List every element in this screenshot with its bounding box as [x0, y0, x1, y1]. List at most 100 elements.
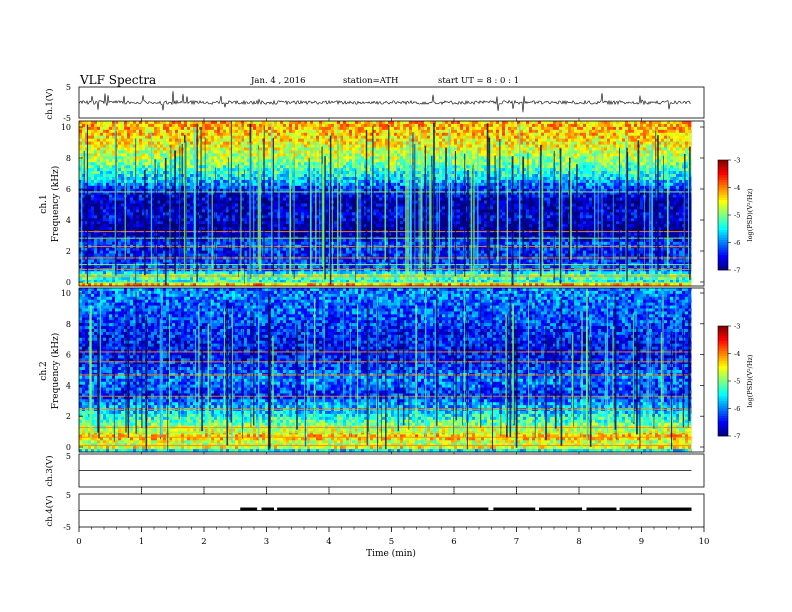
spectrogram-cell: [181, 138, 185, 142]
spectrogram-cell: [190, 191, 194, 195]
spectrogram-cell: [202, 138, 206, 142]
spectrogram-cell: [223, 212, 227, 216]
spectrogram-cell: [148, 265, 152, 269]
spectrogram-cell: [205, 126, 209, 131]
spectrogram-cell: [325, 280, 329, 284]
spectrogram-cell: [313, 141, 317, 145]
spectrogram-cell: [100, 212, 104, 216]
spectrogram-cell: [85, 132, 89, 137]
spectrogram-cell: [88, 191, 92, 195]
spectrogram-cell: [343, 147, 347, 151]
spectrogram-cell: [259, 123, 263, 128]
spectrogram-cell: [154, 224, 158, 228]
spectrogram-cell: [118, 215, 122, 219]
figure-title: VLF Spectra: [79, 73, 156, 87]
spectrogram-cell: [319, 241, 323, 246]
spectrogram-cell: [166, 185, 170, 190]
spectrogram-cell: [337, 206, 341, 210]
spectrogram-cell: [172, 165, 176, 169]
spectrogram-cell: [133, 203, 137, 207]
spectrogram-cell: [91, 200, 95, 204]
spectrogram-cell: [286, 132, 290, 137]
spectrogram-cell: [247, 197, 251, 201]
spectrogram-cell: [274, 188, 278, 193]
spectrogram-cell: [172, 176, 176, 181]
spectrogram-cell: [319, 283, 323, 287]
spectrogram-cell: [229, 247, 233, 251]
spectrogram-cell: [139, 224, 143, 228]
spectrogram-cell: [148, 227, 152, 231]
spectrogram-cell: [202, 182, 206, 187]
spectrogram-cell: [94, 126, 98, 131]
spectrogram-cell: [304, 259, 308, 263]
spectrogram-cell: [274, 247, 278, 251]
spectrogram-cell: [208, 188, 212, 193]
spectrogram-cell: [133, 247, 137, 251]
spectrogram-cell: [160, 126, 164, 131]
spectrogram-cell: [94, 159, 98, 163]
spectrogram-cell: [244, 212, 248, 216]
spectrogram-cell: [295, 221, 299, 225]
spectrogram-cell: [175, 283, 179, 287]
spectrogram-cell: [208, 123, 212, 128]
spectrogram-cell: [313, 176, 317, 181]
spectrogram-cell: [94, 153, 98, 157]
spectrogram-cell: [280, 215, 284, 219]
spectrogram-cell: [145, 123, 149, 128]
spectrogram-cell: [250, 206, 254, 210]
spectrogram-cell: [301, 259, 305, 263]
spectrogram-cell: [163, 129, 167, 134]
spectrogram-cell: [202, 227, 206, 231]
spectrogram-cell: [148, 176, 152, 181]
spectrogram-cell: [241, 165, 245, 169]
spectrogram-cell: [277, 129, 281, 134]
spectrogram-cell: [148, 238, 152, 243]
spectrogram-cell: [265, 218, 269, 222]
spectrogram-cell: [94, 179, 98, 184]
spectrogram-cell: [301, 138, 305, 142]
spectrogram-cell: [130, 153, 134, 157]
spectrogram-cell: [157, 132, 161, 137]
spectrogram-cell: [127, 132, 131, 137]
spectrogram-cell: [127, 182, 131, 187]
spectrogram-cell: [334, 182, 338, 187]
spectrogram-cell: [202, 171, 206, 175]
spectrogram-cell: [166, 277, 170, 281]
spectrogram-cell: [145, 150, 149, 154]
spectrogram-cell: [133, 132, 137, 137]
spectrogram-cell: [322, 283, 326, 287]
spectrogram-cell: [169, 123, 173, 128]
spectrogram-cell: [187, 153, 191, 157]
spectrogram-cell: [175, 197, 179, 201]
spectrogram-cell: [88, 212, 92, 216]
spectrogram-cell: [139, 159, 143, 163]
spectrogram-cell: [226, 200, 230, 204]
spectrogram-cell: [220, 162, 224, 166]
spectrogram-cell: [187, 132, 191, 137]
spectrogram-cell: [220, 126, 224, 131]
spectrogram-cell: [313, 153, 317, 157]
spectrogram-cell: [205, 179, 209, 184]
spectrogram-cell: [145, 232, 149, 237]
spectrogram-cell: [253, 212, 257, 216]
spectrogram-cell: [304, 176, 308, 181]
spectrogram-cell: [244, 265, 248, 269]
spectrogram-cell: [220, 129, 224, 134]
spectrogram-cell: [292, 159, 296, 163]
spectrogram-cell: [256, 280, 260, 284]
spectrogram-cell: [100, 162, 104, 166]
spectrogram-cell: [157, 253, 161, 257]
spectrogram-cell: [190, 144, 194, 148]
spectrogram-cell: [208, 176, 212, 181]
spectrogram-cell: [190, 156, 194, 160]
spectrogram-cell: [100, 121, 104, 125]
spectrogram-cell: [133, 224, 137, 228]
spectrogram-cell: [301, 250, 305, 254]
spectrogram-cell: [91, 283, 95, 287]
spectrogram-cell: [217, 232, 221, 237]
spectrogram-cell: [163, 144, 167, 148]
spectrogram-cell: [202, 235, 206, 240]
spectrogram-cell: [172, 238, 176, 243]
spectrogram-cell: [247, 141, 251, 145]
spectrogram-cell: [223, 238, 227, 243]
